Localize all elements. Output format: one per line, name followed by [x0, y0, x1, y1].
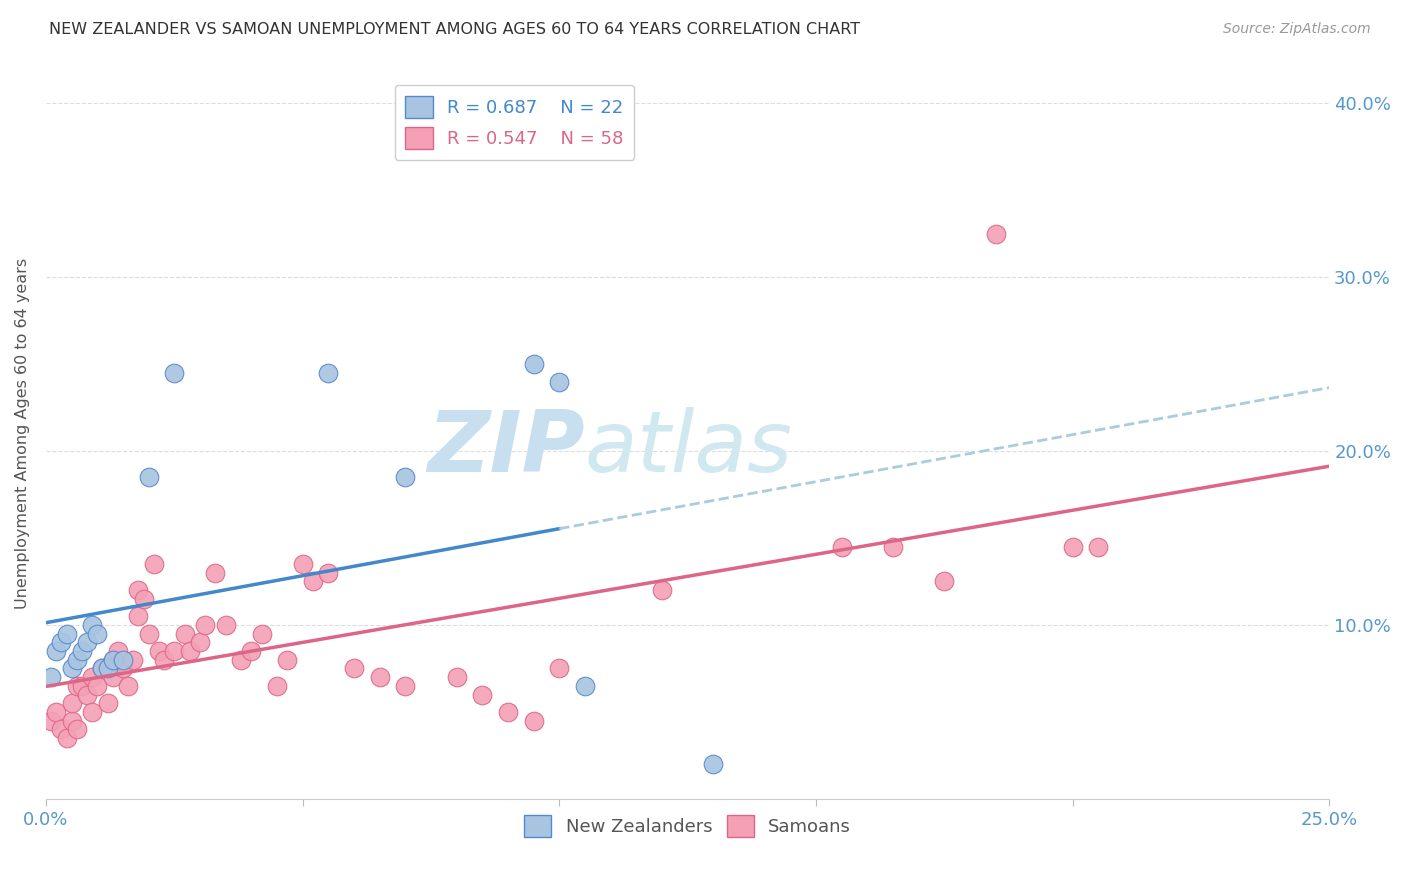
Point — [496, 705, 519, 719]
Point — [111, 661, 134, 675]
Point — [548, 375, 571, 389]
Point — [214, 618, 236, 632]
Point — [188, 635, 211, 649]
Point — [127, 609, 149, 624]
Point — [107, 644, 129, 658]
Point — [55, 731, 77, 745]
Point — [316, 366, 339, 380]
Point — [82, 618, 104, 632]
Point — [1087, 540, 1109, 554]
Point — [831, 540, 853, 554]
Point — [66, 723, 89, 737]
Point — [934, 574, 956, 589]
Point — [70, 679, 93, 693]
Point — [91, 661, 114, 675]
Point — [86, 626, 108, 640]
Text: atlas: atlas — [585, 407, 793, 490]
Point — [446, 670, 468, 684]
Point — [882, 540, 904, 554]
Point — [55, 626, 77, 640]
Point — [1062, 540, 1084, 554]
Point — [45, 705, 67, 719]
Point — [60, 661, 83, 675]
Point — [148, 644, 170, 658]
Point — [101, 653, 124, 667]
Point — [229, 653, 252, 667]
Text: ZIP: ZIP — [427, 407, 585, 490]
Point — [97, 661, 120, 675]
Point — [60, 696, 83, 710]
Text: NEW ZEALANDER VS SAMOAN UNEMPLOYMENT AMONG AGES 60 TO 64 YEARS CORRELATION CHART: NEW ZEALANDER VS SAMOAN UNEMPLOYMENT AMO… — [49, 22, 860, 37]
Point — [45, 644, 67, 658]
Point — [76, 635, 98, 649]
Point — [179, 644, 201, 658]
Point — [302, 574, 325, 589]
Point — [127, 583, 149, 598]
Point — [471, 688, 494, 702]
Point — [523, 357, 546, 371]
Point — [66, 653, 89, 667]
Point — [523, 714, 546, 728]
Point — [368, 670, 391, 684]
Point — [101, 653, 124, 667]
Y-axis label: Unemployment Among Ages 60 to 64 years: Unemployment Among Ages 60 to 64 years — [15, 258, 30, 609]
Point — [111, 653, 134, 667]
Point — [276, 653, 298, 667]
Point — [702, 757, 724, 772]
Point — [70, 644, 93, 658]
Point — [163, 644, 186, 658]
Text: Source: ZipAtlas.com: Source: ZipAtlas.com — [1223, 22, 1371, 37]
Point — [138, 470, 160, 484]
Point — [250, 626, 273, 640]
Point — [142, 557, 165, 571]
Point — [66, 679, 89, 693]
Point — [194, 618, 217, 632]
Point — [132, 591, 155, 606]
Point — [204, 566, 226, 580]
Legend: New Zealanders, Samoans: New Zealanders, Samoans — [517, 808, 858, 845]
Point — [343, 661, 366, 675]
Point — [51, 635, 73, 649]
Point — [394, 679, 416, 693]
Point — [651, 583, 673, 598]
Point — [91, 661, 114, 675]
Point — [153, 653, 176, 667]
Point — [574, 679, 596, 693]
Point — [984, 227, 1007, 241]
Point — [86, 679, 108, 693]
Point — [173, 626, 195, 640]
Point — [101, 670, 124, 684]
Point — [138, 626, 160, 640]
Point — [122, 653, 145, 667]
Point — [394, 470, 416, 484]
Point — [82, 705, 104, 719]
Point — [60, 714, 83, 728]
Point — [117, 679, 139, 693]
Point — [291, 557, 314, 571]
Point — [266, 679, 288, 693]
Point — [163, 366, 186, 380]
Point — [51, 723, 73, 737]
Point — [240, 644, 263, 658]
Point — [39, 670, 62, 684]
Point — [82, 670, 104, 684]
Point — [39, 714, 62, 728]
Point — [316, 566, 339, 580]
Point — [548, 661, 571, 675]
Point — [97, 696, 120, 710]
Point — [76, 688, 98, 702]
